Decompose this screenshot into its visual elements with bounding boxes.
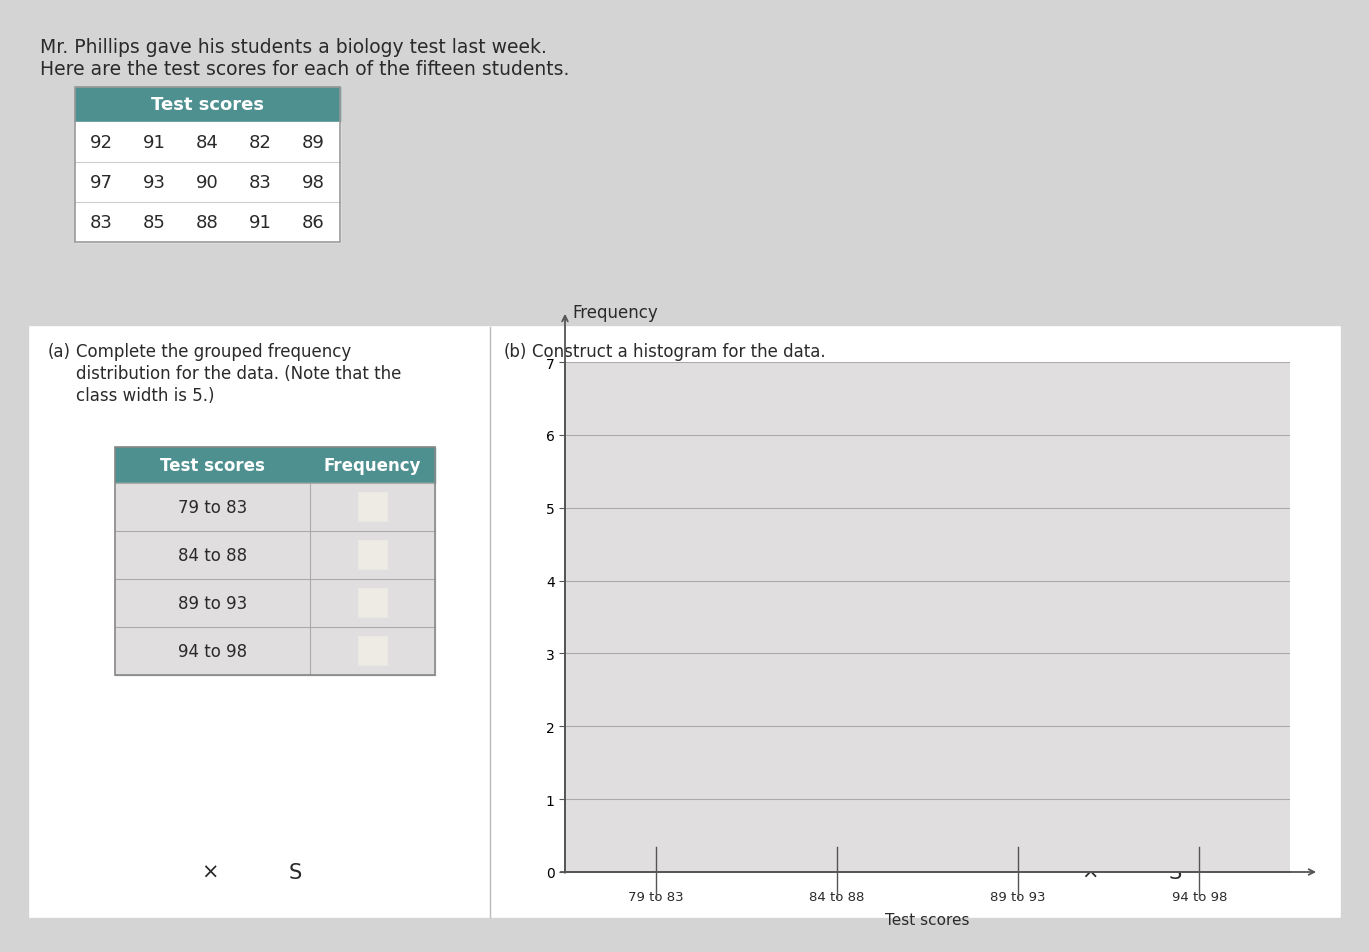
Bar <box>30 327 1340 917</box>
Text: ×: × <box>1082 863 1099 883</box>
Text: 91: 91 <box>249 214 272 231</box>
Bar <box>115 484 435 675</box>
Bar <box>359 542 386 569</box>
Text: 90: 90 <box>196 174 219 191</box>
Text: 97: 97 <box>90 174 114 191</box>
Text: 85: 85 <box>144 214 166 231</box>
FancyBboxPatch shape <box>1134 850 1217 894</box>
Text: S: S <box>289 863 301 883</box>
Text: Construct a histogram for the data.: Construct a histogram for the data. <box>533 343 826 361</box>
Text: Test scores: Test scores <box>886 912 969 927</box>
Bar <box>75 88 340 243</box>
Text: Test scores: Test scores <box>151 96 264 114</box>
Text: class width is 5.): class width is 5.) <box>77 387 215 405</box>
Text: (b): (b) <box>504 343 527 361</box>
Text: 89 to 93: 89 to 93 <box>178 594 248 612</box>
Text: ×: × <box>201 863 219 883</box>
Text: S: S <box>1168 863 1181 883</box>
Text: 88: 88 <box>196 214 219 231</box>
Text: 98: 98 <box>303 174 324 191</box>
Text: 89: 89 <box>303 134 324 151</box>
Text: 91: 91 <box>144 134 166 151</box>
Text: 84 to 88: 84 to 88 <box>178 546 246 565</box>
Text: 83: 83 <box>249 174 272 191</box>
Text: 86: 86 <box>303 214 324 231</box>
Bar <box>359 637 386 665</box>
Bar <box>75 123 340 243</box>
FancyBboxPatch shape <box>168 850 252 894</box>
FancyBboxPatch shape <box>1049 850 1132 894</box>
Text: 84: 84 <box>196 134 219 151</box>
Text: distribution for the data. (Note that the: distribution for the data. (Note that th… <box>77 365 401 383</box>
Text: 92: 92 <box>90 134 114 151</box>
Text: 79 to 83: 79 to 83 <box>178 499 248 516</box>
Text: Here are the test scores for each of the fifteen students.: Here are the test scores for each of the… <box>40 60 570 79</box>
Text: 94 to 98: 94 to 98 <box>178 643 246 661</box>
Text: Frequency: Frequency <box>323 457 422 474</box>
Text: 82: 82 <box>249 134 272 151</box>
Text: Test scores: Test scores <box>160 457 266 474</box>
Text: 79 to 83: 79 to 83 <box>628 890 683 903</box>
Text: Mr. Phillips gave his students a biology test last week.: Mr. Phillips gave his students a biology… <box>40 38 546 57</box>
Bar <box>75 88 340 123</box>
FancyBboxPatch shape <box>253 850 337 894</box>
Text: (a): (a) <box>48 343 71 361</box>
Text: Frequency: Frequency <box>572 304 658 322</box>
Bar <box>359 493 386 522</box>
Text: 84 to 88: 84 to 88 <box>809 890 865 903</box>
Text: 89 to 93: 89 to 93 <box>990 890 1046 903</box>
Text: 83: 83 <box>90 214 112 231</box>
Bar <box>359 589 386 617</box>
Text: Complete the grouped frequency: Complete the grouped frequency <box>77 343 352 361</box>
Bar <box>115 447 435 675</box>
Text: 93: 93 <box>142 174 166 191</box>
Bar <box>115 447 435 484</box>
Text: 94 to 98: 94 to 98 <box>1172 890 1227 903</box>
